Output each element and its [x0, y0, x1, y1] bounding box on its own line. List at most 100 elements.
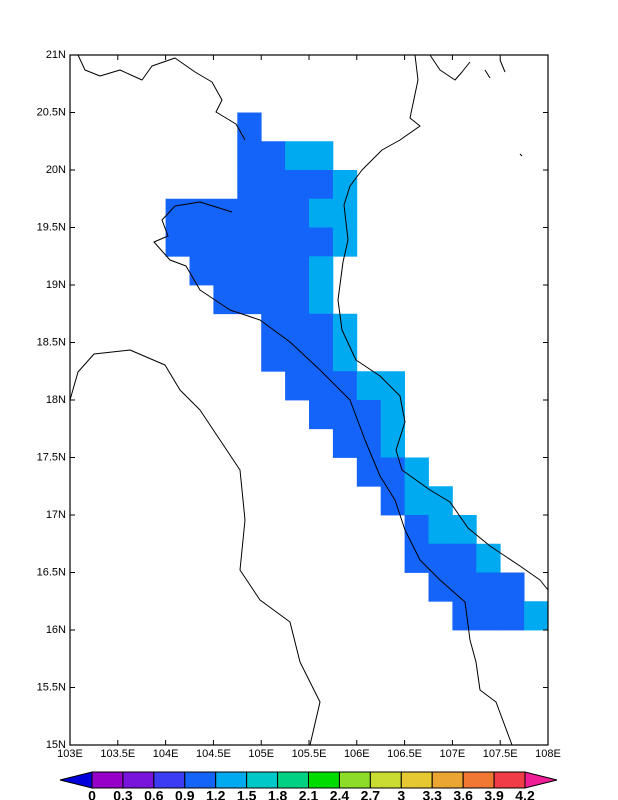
grid-cell: [261, 141, 286, 171]
colorbar-label: 0.3: [113, 788, 133, 800]
grid-cell: [524, 601, 549, 631]
colorbar-label: 0: [88, 788, 96, 800]
grid-cell: [285, 371, 310, 401]
y-tick-label: 19.5N: [37, 221, 66, 233]
grid-cell: [500, 572, 525, 602]
grid-cell: [309, 141, 334, 171]
grid-cell: [213, 256, 238, 286]
grid-cell: [309, 170, 334, 200]
grid-cell: [332, 371, 358, 401]
grid-cell: [285, 313, 310, 343]
grid-cell: [380, 457, 405, 487]
colorbar-label: 2.1: [299, 788, 319, 800]
y-tick-label: 17.5N: [37, 451, 66, 463]
colorbar-label: 0.6: [144, 788, 164, 800]
colorbar-label: 4.2: [515, 788, 535, 800]
y-tick-label: 18N: [46, 394, 66, 406]
colorbar-box: [462, 771, 495, 789]
y-tick-label: 19N: [46, 279, 66, 291]
grid-cell: [237, 256, 262, 286]
grid-cell: [213, 285, 238, 315]
colorbar-box: [122, 771, 155, 789]
grid-cell: [309, 371, 334, 401]
grid-cell: [237, 141, 262, 171]
colorbar-label: 1.2: [206, 788, 226, 800]
coastline: [337, 54, 549, 591]
grid-cell: [356, 457, 382, 487]
y-tick-label: 21N: [46, 49, 66, 61]
colorbar-label: 3.9: [484, 788, 504, 800]
colorbar-box: [153, 771, 186, 789]
grid-cell: [356, 371, 382, 401]
x-tick-label: 106.5E: [387, 748, 422, 760]
data-cells: [165, 112, 549, 631]
grid-cell: [285, 141, 310, 171]
colorbar-arrow: [59, 771, 93, 789]
grid-cell: [261, 256, 286, 286]
grid-cell: [285, 227, 310, 257]
y-tick-label: 16N: [46, 624, 66, 636]
colorbar-label: 1.5: [237, 788, 257, 800]
grid-cell: [332, 400, 358, 430]
grid-cell: [380, 371, 405, 401]
x-tick-label: 104.5E: [196, 748, 231, 760]
grid-cell: [428, 486, 453, 516]
x-tick-label: 103.5E: [100, 748, 135, 760]
colorbar-label: 3.3: [422, 788, 442, 800]
colorbar-label: 3: [397, 788, 405, 800]
grid-cell: [500, 601, 525, 631]
colorbar-box: [246, 771, 279, 789]
grid-cell: [404, 457, 429, 487]
grid-cell: [309, 285, 334, 315]
coastline-north: [429, 54, 523, 157]
grid-cell: [285, 342, 310, 372]
grid-cell: [213, 227, 238, 257]
grid-cell: [285, 285, 310, 315]
x-tick-label: 108E: [535, 748, 561, 760]
colorbar-label: 1.8: [268, 788, 288, 800]
grid-cell: [237, 170, 262, 200]
grid-cell: [261, 227, 286, 257]
grid-cell: [476, 572, 501, 602]
grid-cell: [285, 198, 310, 228]
colorbar-box: [369, 771, 402, 789]
grid-cell: [261, 285, 286, 315]
grid-cell: [165, 198, 190, 228]
grid-cell: [189, 198, 214, 228]
grid-cell: [476, 601, 501, 631]
x-tick-label: 105E: [248, 748, 274, 760]
grid-cell: [261, 198, 286, 228]
grid-cell: [309, 198, 334, 228]
grid-cell: [428, 515, 453, 545]
y-tick-label: 18.5N: [37, 336, 66, 348]
colorbar-box: [215, 771, 248, 789]
grid-cell: [237, 285, 262, 315]
colorbar-label: 2.7: [361, 788, 381, 800]
colorbar-box: [400, 771, 433, 789]
grid-cell: [189, 256, 214, 286]
colorbar-label: 0.9: [175, 788, 195, 800]
colorbar-arrow: [524, 771, 558, 789]
x-tick-label: 104E: [153, 748, 179, 760]
grid-cell: [237, 198, 262, 228]
colorbar-box: [308, 771, 340, 789]
grid-cell: [356, 428, 382, 458]
grid-cell: [452, 515, 477, 545]
grid-cell: [189, 227, 214, 257]
x-tick-label: 106E: [344, 748, 370, 760]
grid-cell: [404, 543, 429, 573]
colorbar-label: 2.4: [330, 788, 350, 800]
grid-cell: [309, 342, 334, 372]
y-tick-label: 16.5N: [37, 566, 66, 578]
grid-cell: [332, 342, 358, 372]
grid-cell: [404, 486, 429, 516]
grid-cell: [332, 170, 358, 200]
y-tick-label: 20N: [46, 164, 66, 176]
grid-cell: [380, 400, 405, 430]
grid-cell: [285, 170, 310, 200]
colorbar-box: [338, 771, 371, 789]
grid-cell: [428, 543, 453, 573]
grid-cell: [452, 572, 477, 602]
y-tick-label: 15.5N: [37, 681, 66, 693]
